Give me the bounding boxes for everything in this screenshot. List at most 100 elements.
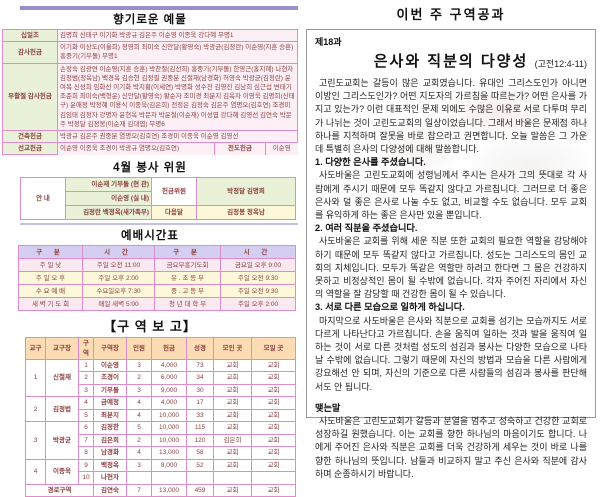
zone-leader: 나현자 <box>93 471 127 485</box>
mission-inner-table: 이순영 이종욱 조경이 박광규 염명오(김호연) 전도헌금 이순영 <box>58 143 298 155</box>
zone-number: 4 <box>78 396 94 410</box>
met-place: 교회 <box>213 371 252 385</box>
zone-number: 3 <box>78 383 94 398</box>
offering-names: 손정숙 김광연 이순영(지훈 승훈) 박찬철(김선희) 홍중기(기부돌) 한영근… <box>57 62 298 132</box>
table-row: 2 김정법 4 금예정 4 4,000 17 교회 교회 <box>25 396 296 423</box>
right-column: 이번 주 구역공과 제18과 은사와 직분의 다양성 (고전12:4-11) 고… <box>306 4 596 479</box>
district-number: 1 <box>25 358 46 398</box>
met-place: 교회 <box>213 483 252 497</box>
schedule-cell: 주일 오전 9:30 <box>220 284 296 299</box>
next-month-names: 김정봉 정옥남 <box>196 205 296 221</box>
lesson-heading: 은사와 직분의 다양성 (고전12:4-11) <box>315 50 587 71</box>
offering-amount: 4,000 <box>151 396 187 410</box>
table-row: 건축헌금 박광규 김은주 권중분 염명오(김호연) 조경미 이종욱 이순영 김영… <box>2 130 298 144</box>
offering-amount: 13,000 <box>151 446 187 460</box>
column-header: 모일 곳 <box>251 337 296 360</box>
report-title: 【구 역 보 고】 <box>103 319 197 335</box>
guide-name: 이순영 (실 내) <box>65 191 152 207</box>
attendance: 4 <box>126 396 152 410</box>
bible-count: 33 <box>186 408 214 423</box>
schedule-title: 예배시간표 <box>121 230 179 243</box>
lesson-point-heading: 2. 여러 직분을 주셨습니다. <box>315 223 418 234</box>
zone-number: 5 <box>78 408 94 423</box>
offering-amount: 8,000 <box>151 458 187 473</box>
table-header-row: 교구 교구장 구역 구역장 인원 헌금 성경 모인 곳 모일 곳 <box>25 337 296 360</box>
attendance: 4 <box>126 408 152 423</box>
offering-title: 향기로운 예물 <box>113 14 187 26</box>
district-number: 2 <box>25 396 46 423</box>
bible-count: 52 <box>186 458 214 473</box>
met-place: 김은희 <box>213 433 252 448</box>
attendance <box>126 471 152 485</box>
section-divider <box>20 223 298 226</box>
committee-label: 헌금위원 <box>151 177 197 207</box>
column-header: 교구 <box>25 337 46 360</box>
meet-place: 교회 <box>251 458 296 473</box>
volunteers-title: 4월 봉사 위원 <box>113 162 187 175</box>
offering-row-label: 감사헌금 <box>2 41 58 64</box>
offering-names: 김명희 신태구 이기화 박광규 김은주 이순영 이종욱 강다혜 무명1 <box>57 28 298 43</box>
district-report-table: 교구 교구장 구역 구역장 인원 헌금 성경 모인 곳 모일 곳 1 신철재 1… <box>25 337 296 497</box>
meet-place: 교회 <box>251 383 296 398</box>
zone-number: 8 <box>78 446 94 460</box>
meet-place: 교회 <box>251 371 296 385</box>
offering-row-label: 십일조 <box>2 28 58 43</box>
spacer <box>315 394 587 402</box>
met-place: 교회 <box>213 358 252 373</box>
zone-number: 9 <box>78 458 94 473</box>
district-head: 신철재 <box>45 358 79 398</box>
column-header: 헌금 <box>151 337 187 360</box>
zone-leader: 기부돌 <box>93 383 127 398</box>
offering-row-label: 선교헌금 <box>2 142 58 156</box>
meet-place <box>251 471 296 485</box>
district-number: 4 <box>25 458 46 485</box>
table-row: 3 기부돌 3 9,000 30 교회 교회 <box>26 383 296 398</box>
mission-row-cells: 이순영 이종욱 조경이 박광규 염명오(김호연) 전도헌금 이순영 <box>57 142 298 155</box>
bible-count: 30 <box>186 383 214 398</box>
table-row: 감사헌금 이기화 이상도(이율희) 정영희 최미숙 신안달(황영숙) 박광균(김… <box>2 41 298 64</box>
schedule-cell: 주 일 오 후 <box>18 271 83 286</box>
zone-number: 10 <box>78 471 94 485</box>
table-header-row: 구 분 시 간 구 분 시 간 <box>18 245 296 260</box>
zone-leader: 조경이 <box>93 371 127 385</box>
schedule-cell: 유 . 초 등 부 <box>154 271 221 286</box>
lesson-box: 제18과 은사와 직분의 다양성 (고전12:4-11) 고린도교회는 갈등이 … <box>306 29 596 479</box>
accent-bar <box>20 6 298 10</box>
attendance: 3 <box>126 358 152 373</box>
table-row: 부활절 감사헌금 손정숙 김광연 이순영(지훈 승훈) 박찬철(김선희) 홍중기… <box>2 62 298 132</box>
meet-place: 교회 <box>251 408 296 423</box>
left-column: 향기로운 예물 십일조 김명희 신태구 이기화 박광규 김은주 이순영 이종욱 … <box>2 6 298 497</box>
schedule-cell: 수요일오후 7:30 <box>82 284 155 299</box>
zone-number: 1 <box>78 358 94 373</box>
attendance: 2 <box>126 371 152 385</box>
bible-count: 120 <box>186 433 214 448</box>
offering-names: 이기화 이상도(이율희) 정영희 최미숙 신안달(황영숙) 박광균(김정란) 이… <box>57 41 298 64</box>
zone-leader: 금예정 <box>93 396 127 410</box>
offering-row-label: 건축헌금 <box>2 130 58 144</box>
offering-amount <box>151 471 187 485</box>
schedule-cell: 금요부흥기도회 <box>154 258 221 273</box>
offering-amount: 13,000 <box>151 483 187 497</box>
lesson-intro: 고린도교회는 갈등이 많은 교회였습니다. 유대인 그리스도인가 아니면 이방인… <box>315 78 587 155</box>
table-row: 주 일 오 후 주일 오후 2:00 유 . 초 등 부 주일 오전 9:30 <box>18 271 296 286</box>
table-row: 경로구역 김연숙 7 13,000 459 교회 교회 <box>25 483 296 497</box>
lesson-number: 제18과 <box>315 37 342 47</box>
attendance: 3 <box>126 383 152 398</box>
table-row: 십일조 김명희 신태구 이기화 박광규 김은주 이순영 이종욱 강다혜 무명1 <box>2 28 298 43</box>
attendance: 2 <box>126 433 152 448</box>
schedule-cell: 새 벽 기 도 회 <box>18 297 83 312</box>
schedule-cell: 청 년 대 학 부 <box>154 297 221 312</box>
zone-leader: 백정옥 <box>93 458 127 473</box>
bible-count: 73 <box>186 358 214 373</box>
table-row: 주 일 낮 주일 오전 11:00 금요부흥기도회 금요일 오후 9:00 <box>18 258 296 273</box>
schedule-cell: 주일 오전 9:30 <box>220 271 296 286</box>
offering-amount: 10,000 <box>151 433 187 448</box>
schedule-cell: 수 요 예 배 <box>18 284 83 299</box>
offering-amount: 4,000 <box>151 358 187 373</box>
offering-names: 이순영 <box>265 143 298 155</box>
offering-amount: 10,000 <box>151 408 187 423</box>
offering-row-label: 부활절 감사헌금 <box>2 62 58 132</box>
bulletin-page: 향기로운 예물 십일조 김명희 신태구 이기화 박광규 김은주 이순영 이종욱 … <box>2 4 596 497</box>
table-row: 선교헌금 이순영 이종욱 조경이 박광규 염명오(김호연) 전도헌금 이순영 <box>2 142 298 156</box>
volunteers-table: 안 내 이순재 기부돌 (현 관) 헌금위원 박정달 김명희 이순영 (실 내)… <box>20 177 296 221</box>
